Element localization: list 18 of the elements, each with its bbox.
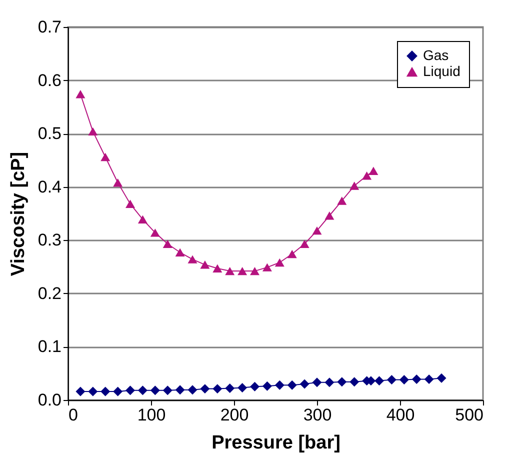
y-tick-label: 0.3 — [38, 230, 62, 250]
legend-label: Gas — [423, 47, 449, 63]
y-tick-label: 0.2 — [38, 284, 62, 303]
y-tick-label: 0.1 — [38, 337, 62, 356]
y-tick-label: 0.5 — [38, 124, 62, 144]
x-tick-label: 500 — [455, 406, 484, 424]
y-tick-label: 0.7 — [38, 18, 62, 36]
x-tick-label: 0 — [68, 406, 78, 424]
x-axis-title: Pressure [bar] — [212, 432, 340, 454]
x-tick-label: 200 — [220, 406, 249, 424]
x-tick-label: 300 — [303, 406, 332, 424]
x-tick-label: 400 — [386, 406, 415, 424]
y-tick-label: 0.6 — [38, 70, 62, 90]
y-tick-label: 0.0 — [38, 390, 62, 410]
y-axis-title: Viscosity [cP] — [8, 152, 29, 276]
y-tick-label: 0.4 — [38, 177, 62, 196]
legend-label: Liquid — [423, 63, 460, 79]
x-tick-label: 100 — [137, 406, 166, 424]
